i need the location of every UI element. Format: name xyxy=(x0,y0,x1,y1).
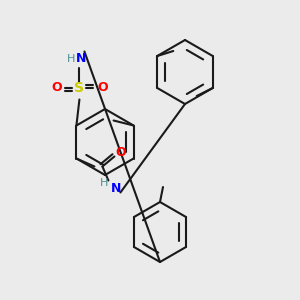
Text: H: H xyxy=(100,178,109,188)
Text: O: O xyxy=(51,81,62,94)
Text: O: O xyxy=(97,81,108,94)
Text: H: H xyxy=(67,53,76,64)
Text: N: N xyxy=(76,52,87,65)
Text: S: S xyxy=(74,80,84,94)
Text: O: O xyxy=(115,146,126,159)
Text: N: N xyxy=(111,182,122,195)
